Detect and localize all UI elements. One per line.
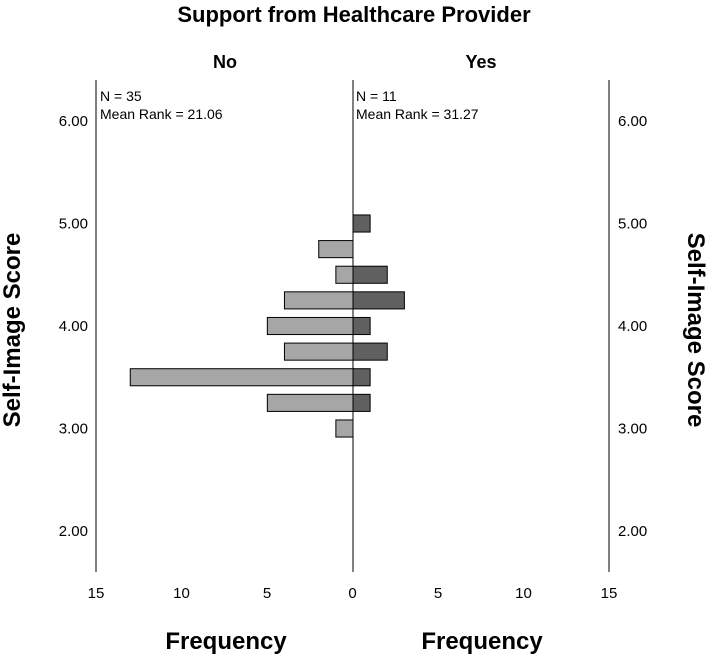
x-tick-label: 15 (601, 585, 618, 602)
x-axis-label-left: Frequency (165, 628, 287, 655)
bar-yes (352, 265, 388, 284)
y-tick-label-right: 4.00 (618, 318, 647, 335)
y-tick-label-right: 5.00 (618, 216, 647, 233)
x-axis-label-right: Frequency (421, 628, 543, 655)
y-tick-label-left: 3.00 (59, 421, 88, 438)
y-tick-label-left: 2.00 (59, 523, 88, 540)
bar-no (335, 265, 354, 284)
bar-yes (352, 393, 371, 412)
annotation-no-n: N = 35 (100, 88, 142, 104)
bar-no (335, 419, 354, 438)
x-tick-label: 10 (173, 585, 190, 602)
axes-group (95, 80, 610, 572)
y-tick-label-left: 6.00 (59, 113, 88, 130)
bar-no (283, 291, 354, 310)
bar-no (318, 240, 354, 259)
x-tick-label: 10 (515, 585, 532, 602)
bars-group (129, 214, 405, 438)
x-tick-label: 0 (348, 585, 356, 602)
y-tick-label-left: 5.00 (59, 216, 88, 233)
bar-yes (352, 368, 371, 387)
panel-title-no: No (213, 52, 237, 72)
x-tick-label: 5 (263, 585, 271, 602)
bar-yes (352, 316, 371, 336)
annotation-yes-mean-rank: Mean Rank = 31.27 (356, 106, 479, 122)
panel-title-yes: Yes (465, 52, 496, 72)
y-tick-label-right: 3.00 (618, 421, 647, 438)
bar-no (129, 368, 354, 387)
ticks-group: 2.00 2.00 3.00 3.00 4.00 4.00 5.00 5.00 6.00 6.00… (59, 113, 647, 602)
annotation-no-mean-rank: Mean Rank = 21.06 (100, 106, 223, 122)
x-tick-label: 5 (434, 585, 442, 602)
y-axis-label-right: Self-Image Score (682, 233, 708, 428)
bar-yes (352, 291, 405, 310)
y-axis-label-left: Self-Image Score (0, 233, 26, 428)
x-tick-label: 15 (88, 585, 105, 602)
y-tick-label-left: 4.00 (59, 318, 88, 335)
annotation-yes-n: N = 11 (356, 88, 397, 104)
bar-no (283, 342, 354, 361)
chart-title: Support from Healthcare Provider (177, 2, 531, 27)
y-tick-label-right: 6.00 (618, 113, 647, 130)
bar-yes (352, 214, 371, 233)
bar-no (266, 393, 354, 412)
bar-yes (352, 342, 388, 361)
y-tick-label-right: 2.00 (618, 523, 647, 540)
bar-no (266, 316, 354, 336)
